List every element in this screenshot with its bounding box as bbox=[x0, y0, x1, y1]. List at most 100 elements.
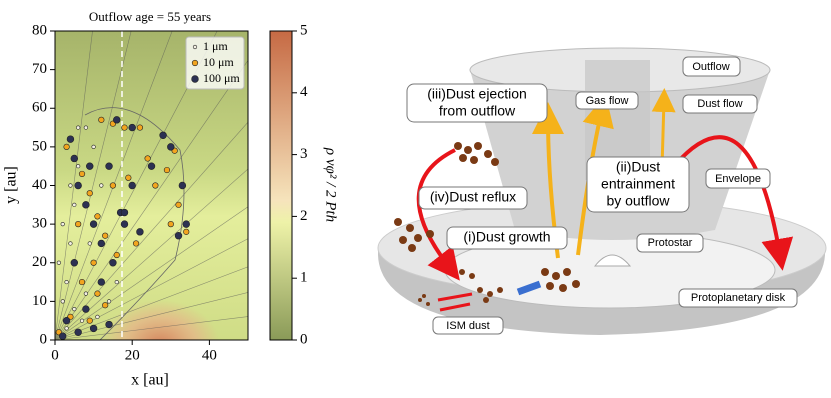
diagram-panel: Outflow Gas flow Dust flow (iii)Dust eje… bbox=[377, 47, 827, 335]
callout bbox=[586, 156, 690, 213]
point bbox=[128, 181, 136, 190]
label-entrainment: (ii)Dust bbox=[616, 159, 660, 175]
point bbox=[99, 183, 104, 188]
point bbox=[106, 299, 112, 304]
y-tick-label: 10 bbox=[32, 293, 47, 309]
label-ejection: (iii)Dust ejection bbox=[427, 86, 527, 102]
callout bbox=[406, 83, 548, 123]
callout bbox=[682, 56, 741, 77]
point bbox=[78, 170, 86, 178]
legend-label: 1 μm bbox=[203, 39, 228, 53]
point bbox=[97, 239, 106, 248]
point bbox=[64, 326, 69, 331]
x-axis-label: x [au] bbox=[131, 372, 169, 389]
colorbar-tick-label: 0 bbox=[300, 331, 308, 347]
point bbox=[72, 307, 77, 312]
label-ism: ISM dust bbox=[446, 320, 489, 332]
point bbox=[94, 290, 101, 297]
streamline bbox=[55, 292, 248, 340]
point bbox=[63, 143, 70, 150]
point bbox=[136, 124, 144, 131]
point bbox=[87, 241, 92, 246]
callout bbox=[705, 168, 771, 189]
colorbar bbox=[269, 30, 293, 341]
point bbox=[90, 259, 97, 266]
point bbox=[76, 125, 81, 130]
point bbox=[109, 259, 117, 267]
point bbox=[102, 302, 109, 309]
x-tick-label: 40 bbox=[202, 347, 217, 363]
dust-clusters bbox=[394, 142, 580, 306]
point bbox=[68, 241, 73, 246]
point bbox=[105, 320, 113, 329]
point bbox=[167, 143, 175, 151]
point bbox=[83, 125, 88, 130]
point bbox=[102, 232, 109, 239]
point bbox=[132, 240, 140, 247]
point bbox=[95, 314, 100, 319]
streamline bbox=[55, 59, 248, 340]
point bbox=[59, 332, 67, 340]
streamline bbox=[55, 266, 248, 340]
point bbox=[109, 182, 116, 189]
point bbox=[83, 291, 88, 296]
label-protostar: Protostar bbox=[648, 237, 693, 249]
label-entrainment: entrainment bbox=[601, 176, 675, 192]
outflow-boundary bbox=[84, 107, 185, 340]
label-dust-flow: Dust flow bbox=[697, 98, 742, 110]
point bbox=[89, 220, 98, 228]
point bbox=[147, 162, 156, 170]
y-tick-label: 20 bbox=[32, 254, 47, 270]
hot-region bbox=[100, 300, 220, 340]
label-growth: (i)Dust growth bbox=[463, 229, 550, 245]
point bbox=[72, 202, 77, 207]
x-tick-label: 20 bbox=[125, 347, 140, 363]
colorbar-tick-label: 3 bbox=[300, 146, 308, 162]
growth-arrow bbox=[516, 280, 542, 296]
y-tick-label: 80 bbox=[32, 22, 47, 38]
point bbox=[64, 279, 69, 285]
point bbox=[94, 213, 101, 220]
colorbar-tick-label: 1 bbox=[300, 270, 308, 286]
point bbox=[86, 317, 93, 324]
point bbox=[105, 162, 113, 170]
point bbox=[82, 305, 90, 313]
callout bbox=[678, 288, 798, 308]
point bbox=[66, 135, 75, 143]
point bbox=[163, 166, 171, 174]
protostar-shape bbox=[593, 254, 632, 267]
point bbox=[98, 116, 105, 123]
legend-marker bbox=[192, 44, 198, 50]
point bbox=[56, 260, 61, 265]
legend: 1 μm 10 μm 100 μm bbox=[185, 36, 245, 90]
point bbox=[60, 299, 65, 304]
label-reflux: (iv)Dust reflux bbox=[430, 189, 516, 205]
streamline bbox=[55, 121, 248, 340]
streamline bbox=[55, 31, 173, 340]
point bbox=[89, 324, 98, 333]
point bbox=[182, 220, 190, 228]
streamline bbox=[55, 168, 248, 340]
point bbox=[113, 116, 121, 124]
callout bbox=[682, 94, 758, 114]
point bbox=[120, 208, 129, 217]
point bbox=[183, 228, 190, 235]
point bbox=[97, 278, 106, 286]
y-tick-label: 0 bbox=[40, 331, 48, 347]
legend-marker bbox=[191, 75, 199, 83]
point bbox=[159, 131, 167, 139]
callout bbox=[575, 91, 639, 110]
colorbar-tick-label: 4 bbox=[300, 84, 308, 100]
point bbox=[174, 232, 183, 240]
point bbox=[76, 164, 81, 169]
point bbox=[70, 154, 79, 163]
point bbox=[113, 251, 120, 259]
label-envelope: Envelope bbox=[715, 173, 761, 185]
streamline bbox=[55, 31, 218, 340]
point bbox=[128, 123, 136, 132]
streamline bbox=[55, 31, 132, 340]
point bbox=[74, 181, 82, 190]
point bbox=[62, 316, 71, 325]
streamline bbox=[55, 206, 248, 340]
point bbox=[167, 221, 174, 228]
